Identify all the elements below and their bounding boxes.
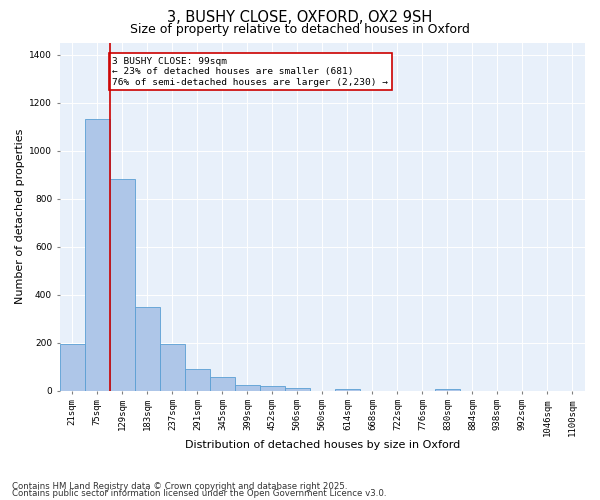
Bar xyxy=(235,386,260,390)
Bar xyxy=(85,120,110,390)
X-axis label: Distribution of detached houses by size in Oxford: Distribution of detached houses by size … xyxy=(185,440,460,450)
Text: 3 BUSHY CLOSE: 99sqm
← 23% of detached houses are smaller (681)
76% of semi-deta: 3 BUSHY CLOSE: 99sqm ← 23% of detached h… xyxy=(112,57,388,86)
Bar xyxy=(210,378,235,390)
Text: Size of property relative to detached houses in Oxford: Size of property relative to detached ho… xyxy=(130,22,470,36)
Bar xyxy=(135,306,160,390)
Bar xyxy=(285,388,310,390)
Text: Contains HM Land Registry data © Crown copyright and database right 2025.: Contains HM Land Registry data © Crown c… xyxy=(12,482,347,491)
Bar xyxy=(185,369,210,390)
Y-axis label: Number of detached properties: Number of detached properties xyxy=(15,129,25,304)
Text: 3, BUSHY CLOSE, OXFORD, OX2 9SH: 3, BUSHY CLOSE, OXFORD, OX2 9SH xyxy=(167,10,433,25)
Bar xyxy=(110,178,135,390)
Text: Contains public sector information licensed under the Open Government Licence v3: Contains public sector information licen… xyxy=(12,490,386,498)
Bar xyxy=(160,344,185,391)
Bar xyxy=(60,344,85,391)
Bar xyxy=(260,386,285,390)
